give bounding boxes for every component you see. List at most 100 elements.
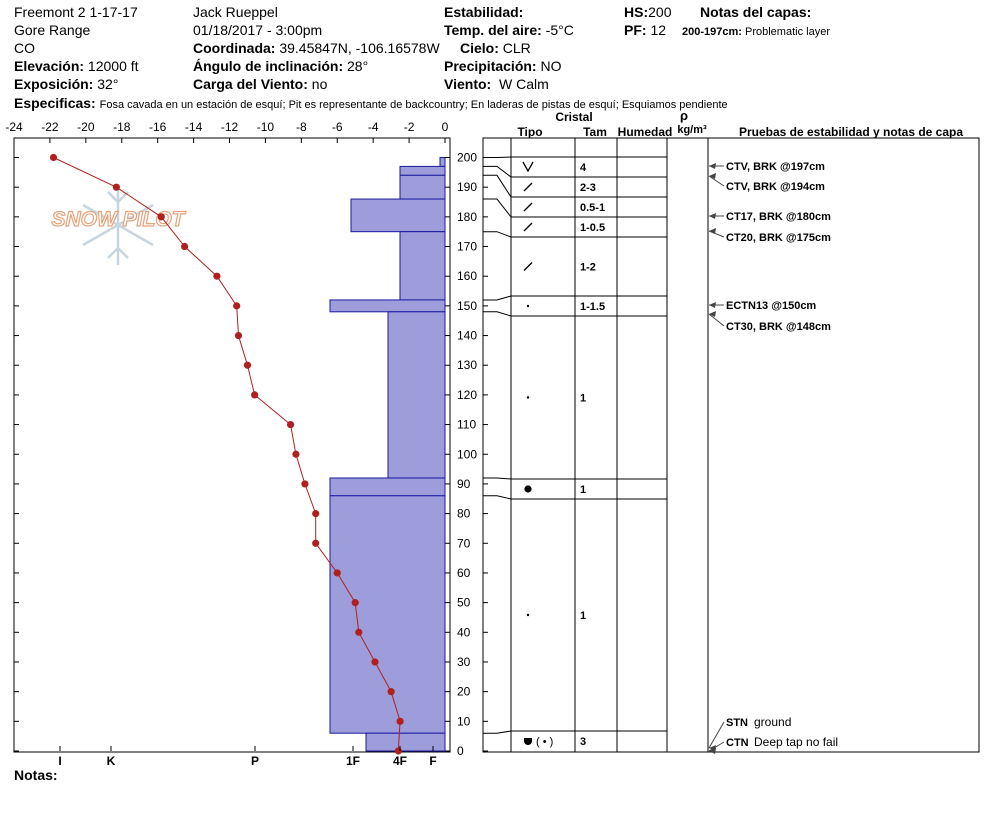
decomposing-icon bbox=[523, 222, 533, 232]
temperature-point bbox=[301, 480, 309, 488]
layer-connector bbox=[483, 156, 512, 158]
crystal-size-label: 3 bbox=[580, 736, 586, 748]
depth-hoar-cup bbox=[524, 738, 532, 745]
state-name: CO bbox=[14, 40, 35, 56]
test-note: ground bbox=[754, 715, 791, 729]
air-temp-label: Temp. del aire: bbox=[444, 22, 542, 38]
decomposing-icon bbox=[523, 262, 533, 271]
air-temp-value: -5°C bbox=[545, 22, 574, 38]
stability-test: CT30, BRK @148cm bbox=[708, 311, 831, 333]
temperature-point bbox=[312, 509, 320, 518]
pf-label: PF: bbox=[624, 22, 647, 38]
layer-connector bbox=[483, 198, 512, 218]
test-result-label: CTN bbox=[726, 737, 749, 749]
air-temperature: Temp. del aire: -5°C bbox=[444, 22, 574, 38]
arrow-head-icon bbox=[709, 213, 716, 219]
temperature-point bbox=[396, 717, 404, 725]
temperature-point bbox=[157, 213, 165, 221]
arrow-head-icon bbox=[709, 311, 716, 317]
height-tick-label: 130 bbox=[457, 358, 477, 372]
penetration-foot: PF: 12 bbox=[624, 22, 666, 38]
observer-name: Jack Rueppel bbox=[193, 4, 278, 20]
height-tick-label: 30 bbox=[457, 655, 471, 669]
crystal-size-label: 0.5-1 bbox=[580, 202, 605, 214]
hardness-layer-bar bbox=[399, 165, 446, 176]
sky-cover: Cielo: CLR bbox=[459, 40, 531, 56]
temp-tick-label: 0 bbox=[442, 120, 449, 134]
rounded-grain-icon bbox=[526, 304, 530, 308]
height-tick-label: 20 bbox=[457, 685, 471, 699]
site-name: Freemont 2 1-17-17 bbox=[14, 4, 138, 20]
height-tick-label: 0 bbox=[457, 744, 464, 758]
precip-label: Precipitación: bbox=[444, 58, 537, 74]
height-tick-label: 90 bbox=[457, 477, 471, 491]
observation-datetime: 01/18/2017 - 3:00pm bbox=[193, 22, 323, 38]
arrow-head-icon bbox=[709, 748, 716, 754]
rounded-grain-icon bbox=[526, 396, 530, 399]
temp-tick-label: -10 bbox=[257, 120, 275, 134]
temperature-point bbox=[181, 242, 189, 251]
crystal-size-label: 1 bbox=[580, 393, 586, 405]
crystal-size-label: 4 bbox=[580, 162, 587, 174]
layer-connector bbox=[483, 477, 512, 480]
height-tick-label: 160 bbox=[457, 269, 477, 283]
sky-label: Cielo: bbox=[460, 40, 499, 56]
hardness-tick-label: I bbox=[58, 754, 61, 768]
height-tick-label: 60 bbox=[457, 566, 471, 580]
arrow-head-icon bbox=[709, 173, 716, 179]
layer-note-range: 200-197cm: bbox=[682, 26, 742, 38]
slope-angle: Ángulo de inclinación: 28° bbox=[193, 58, 368, 74]
height-tick-label: 180 bbox=[457, 210, 477, 224]
temperature-point bbox=[234, 331, 243, 340]
height-tick-label: 80 bbox=[457, 507, 471, 521]
temp-tick-label: -8 bbox=[296, 120, 307, 134]
temperature-point bbox=[233, 302, 241, 310]
temperature-point bbox=[312, 539, 320, 547]
temperature-point bbox=[286, 420, 295, 429]
temp-tick-label: -14 bbox=[185, 120, 203, 134]
arrow-head-icon bbox=[709, 302, 716, 308]
temperature-point bbox=[387, 688, 395, 696]
test-result-label: CTV, BRK @197cm bbox=[726, 161, 825, 173]
stability-test: CT17, BRK @180cm bbox=[709, 211, 831, 223]
wind-loading: Carga del Viento: no bbox=[193, 76, 327, 92]
test-result-label: CT20, BRK @175cm bbox=[726, 232, 831, 244]
temperature-point bbox=[251, 391, 259, 399]
hardness-tick-label: K bbox=[107, 754, 116, 768]
melt-freeze-icon bbox=[524, 485, 532, 493]
specifics-text: Fosa cavada en un estación de esquí; Pit… bbox=[99, 99, 728, 111]
hardness-tick-label: F bbox=[429, 754, 436, 768]
specifics: Especificas: Fosa cavada en un estación … bbox=[14, 95, 728, 113]
height-tick-label: 170 bbox=[457, 240, 477, 254]
test-arrow-line bbox=[708, 175, 725, 187]
surface-hoar-icon bbox=[522, 161, 534, 173]
wind: Viento: W Calm bbox=[444, 76, 549, 92]
layer-note: 200-197cm: Problematic layer bbox=[682, 24, 830, 40]
crystal-size-label: 1-1.5 bbox=[580, 301, 605, 313]
decomposing-icon bbox=[523, 202, 533, 212]
test-result-label: CTV, BRK @194cm bbox=[726, 181, 825, 193]
layer-notes-label: Notas del capas: bbox=[700, 4, 812, 20]
temp-tick-label: -2 bbox=[404, 120, 415, 134]
temperature-point bbox=[355, 628, 363, 636]
hardness-layer-bar bbox=[365, 732, 446, 752]
height-tick-label: 150 bbox=[457, 299, 477, 313]
height-tick-label: 70 bbox=[457, 536, 471, 550]
stratigraphy-frame bbox=[482, 137, 980, 753]
height-tick-label: 40 bbox=[457, 625, 471, 639]
wind-load-value: no bbox=[311, 76, 328, 92]
layer-connector bbox=[483, 311, 512, 317]
test-note: Deep tap no fail bbox=[754, 735, 838, 749]
aspect-label: Exposición: bbox=[14, 76, 94, 92]
test-result-label: STN bbox=[726, 717, 748, 729]
snowpilot-logo: SNOW PILOT bbox=[51, 185, 187, 265]
logo-text: SNOW PILOT bbox=[52, 208, 187, 231]
temperature-point bbox=[333, 569, 341, 577]
temperature-plot-frame bbox=[13, 137, 451, 753]
angle-value: 28° bbox=[347, 58, 369, 74]
crystal-header: Cristal bbox=[555, 110, 592, 124]
hs-label: HS: bbox=[624, 4, 649, 20]
elevation: Elevación: 12000 ft bbox=[14, 58, 139, 74]
size-header: Tam bbox=[583, 125, 607, 139]
wind-label: Viento: bbox=[444, 76, 492, 92]
